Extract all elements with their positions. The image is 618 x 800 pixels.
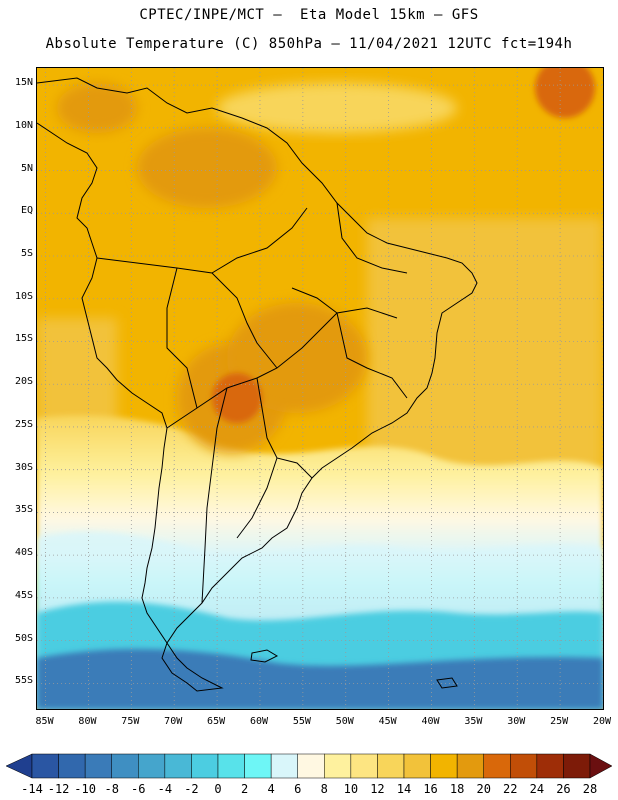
colorbar-label: 2 bbox=[240, 782, 249, 796]
temperature-map[interactable] bbox=[36, 67, 604, 710]
colorbar-cell bbox=[58, 753, 86, 779]
colorbar-cell bbox=[350, 753, 378, 779]
colorbar-label: 6 bbox=[294, 782, 302, 796]
colorbar-label: 22 bbox=[503, 782, 518, 796]
latitude-label: 5S bbox=[20, 248, 33, 260]
latitude-label: 15S bbox=[14, 333, 33, 345]
longitude-label: 45W bbox=[378, 716, 397, 727]
colorbar-cell bbox=[563, 753, 591, 779]
colorbar-arrow-low bbox=[5, 753, 33, 779]
colorbar-cell bbox=[324, 753, 352, 779]
colorbar-cell bbox=[510, 753, 538, 779]
latitude-label: 35S bbox=[14, 504, 33, 516]
latitude-label: 40S bbox=[14, 547, 33, 559]
colorbar-label: -12 bbox=[47, 782, 70, 796]
latitude-label: 15N bbox=[14, 77, 33, 89]
temperature-field bbox=[37, 68, 603, 709]
colorbar-label: 0 bbox=[214, 782, 222, 796]
colorbar-label: 20 bbox=[476, 782, 491, 796]
longitude-label: 75W bbox=[121, 716, 140, 727]
longitude-label: 80W bbox=[78, 716, 97, 727]
colorbar-cell bbox=[244, 753, 272, 779]
longitude-label: 35W bbox=[464, 716, 483, 727]
map-canvas bbox=[37, 68, 603, 709]
colorbar-cell bbox=[430, 753, 458, 779]
colorbar-cell bbox=[403, 753, 431, 779]
longitude-label: 55W bbox=[292, 716, 311, 727]
colorbar-cell bbox=[270, 753, 298, 779]
longitude-label: 85W bbox=[35, 716, 54, 727]
longitude-label: 65W bbox=[207, 716, 226, 727]
latitude-label: 10N bbox=[14, 119, 33, 131]
colorbar-label: -8 bbox=[104, 782, 119, 796]
latitude-label: 30S bbox=[14, 461, 33, 473]
colorbar-label: 28 bbox=[582, 782, 598, 796]
colorbar-label: 14 bbox=[396, 782, 412, 796]
colorbar-cell bbox=[377, 753, 405, 779]
colorbar-cell bbox=[483, 753, 511, 779]
map-subtitle: Absolute Temperature (C) 850hPa – 11/04/… bbox=[45, 36, 573, 52]
colorbar-arrow-high bbox=[589, 753, 613, 779]
colorbar-label: 8 bbox=[320, 782, 328, 796]
longitude-label: 30W bbox=[507, 716, 526, 727]
colorbar-cell bbox=[84, 753, 112, 779]
longitude-label: 40W bbox=[421, 716, 440, 727]
colorbar-label: -6 bbox=[131, 782, 146, 796]
longitude-label: 50W bbox=[335, 716, 354, 727]
latitude-label: 10S bbox=[14, 290, 33, 302]
latitude-label: 50S bbox=[14, 632, 33, 644]
colorbar-cell bbox=[111, 753, 139, 779]
longitude-label: 70W bbox=[164, 716, 183, 727]
colorbar-label: 12 bbox=[370, 782, 385, 796]
colorbar-cell bbox=[138, 753, 166, 779]
colorbar-label: 4 bbox=[267, 782, 275, 796]
colorbar-label: -4 bbox=[157, 782, 173, 796]
latitude-label: 25S bbox=[14, 418, 33, 430]
colorbar-cell bbox=[297, 753, 325, 779]
longitude-label: 25W bbox=[550, 716, 569, 727]
colorbar-label: 24 bbox=[529, 782, 545, 796]
colorbar-cell bbox=[164, 753, 192, 779]
longitude-label: 20W bbox=[592, 716, 612, 727]
colorbar-label: 10 bbox=[343, 782, 359, 796]
colorbar-label: -10 bbox=[74, 782, 96, 796]
colorbar-label: 26 bbox=[556, 782, 571, 796]
latitude-label: 55S bbox=[14, 675, 33, 687]
colorbar-label: 16 bbox=[423, 782, 438, 796]
latitude-label: 20S bbox=[14, 376, 33, 388]
colorbar-label: 18 bbox=[449, 782, 465, 796]
longitude-label: 60W bbox=[249, 716, 268, 727]
colorbar-cell bbox=[191, 753, 219, 779]
colorbar-cell bbox=[456, 753, 484, 779]
latitude-label: EQ bbox=[20, 205, 33, 217]
graticule bbox=[37, 68, 603, 709]
colorbar-label: -2 bbox=[184, 782, 199, 796]
colorbar-cell bbox=[536, 753, 564, 779]
colorbar-cell bbox=[31, 753, 59, 779]
coastline bbox=[37, 77, 478, 692]
latitude-label: 45S bbox=[14, 589, 33, 601]
colorbar-label: -14 bbox=[21, 782, 43, 796]
colorbar-cell bbox=[217, 753, 245, 779]
map-title: CPTEC/INPE/MCT – Eta Model 15km – GFS bbox=[139, 7, 479, 23]
latitude-label: 5N bbox=[20, 162, 33, 174]
